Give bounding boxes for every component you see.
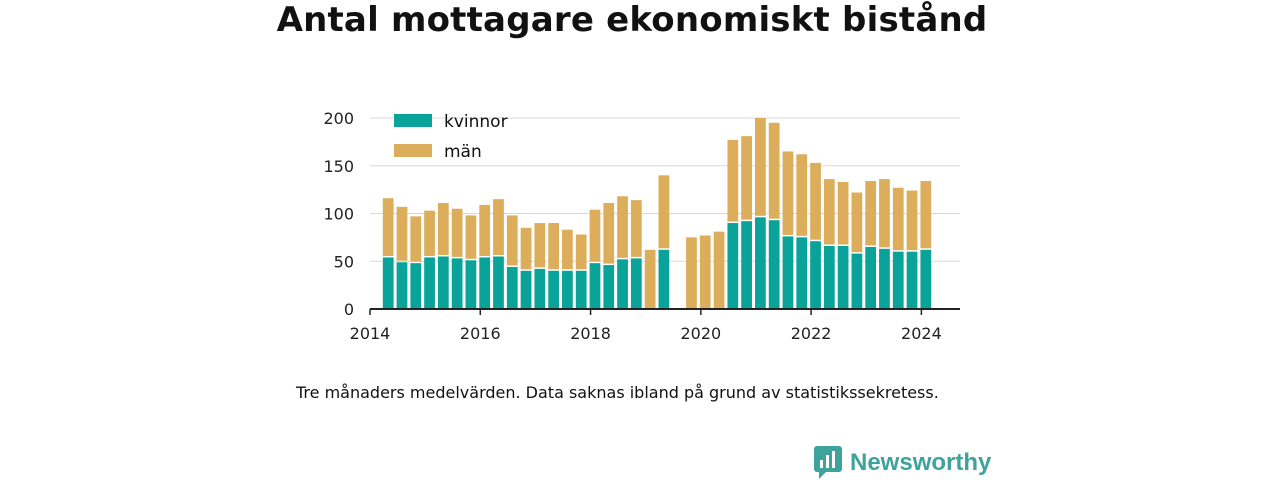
bar-kvinnor [755, 217, 766, 309]
bar-man [520, 227, 532, 270]
bar-man [686, 237, 697, 309]
y-tick-label: 0 [344, 300, 354, 319]
bar-kvinnor [589, 263, 601, 309]
bar-man [562, 229, 573, 270]
bar-kvinnor [493, 256, 504, 309]
bar-man [617, 196, 628, 258]
bar-kvinnor [534, 268, 546, 309]
logo-text: Newsworthy [850, 449, 992, 476]
bar-kvinnor [520, 270, 532, 309]
bar-man [741, 136, 752, 220]
bar-kvinnor [548, 270, 559, 309]
bar-kvinnor [617, 259, 628, 309]
bar-man [865, 181, 877, 246]
bar-man [534, 223, 546, 268]
bar-kvinnor [892, 251, 904, 309]
bar-man [920, 181, 932, 249]
x-tick-label: 2018 [570, 324, 611, 343]
bar-kvinnor [396, 262, 408, 309]
bar-kvinnor [506, 266, 518, 309]
x-tick-label: 2020 [680, 324, 721, 343]
bar-man [382, 198, 394, 256]
legend: kvinnor män [394, 112, 508, 162]
bar-man [851, 192, 863, 253]
bar-chart: 0 50 100 150 200 2014 2016 2018 2020 2022 2024 kv… [323, 109, 960, 343]
bar-kvinnor [465, 260, 477, 309]
bar-man [823, 179, 835, 245]
newsworthy-logo: Newsworthy [814, 446, 991, 480]
chart-title: Antal mottagare ekonomiskt bistånd [276, 0, 988, 40]
bar-man [892, 187, 904, 251]
bar-man [755, 118, 766, 216]
bar-man [437, 202, 449, 255]
bar-man [644, 249, 656, 309]
bar-man [810, 162, 821, 240]
legend-swatch-kvinnor [394, 114, 432, 127]
bar-man [548, 223, 559, 270]
bar-man [768, 122, 780, 219]
bar-kvinnor [562, 270, 573, 309]
bar-kvinnor [879, 248, 890, 309]
bar-kvinnor [437, 256, 449, 309]
bar-kvinnor [382, 257, 394, 309]
bar-kvinnor [630, 258, 642, 309]
bar-kvinnor [865, 246, 877, 309]
x-tick-label: 2024 [901, 324, 942, 343]
legend-label-kvinnor: kvinnor [444, 112, 508, 132]
bar-man [465, 215, 477, 259]
bar-man [493, 199, 504, 255]
bar-man [424, 210, 435, 256]
bars [382, 118, 932, 309]
x-tick-label: 2022 [791, 324, 832, 343]
bar-man [796, 154, 808, 236]
chart-footnote: Tre månaders medelvärden. Data saknas ib… [296, 383, 939, 402]
bar-kvinnor [451, 258, 463, 309]
legend-swatch-man [394, 144, 432, 157]
bar-kvinnor [658, 249, 670, 309]
x-axis-ticks: 2014 2016 2018 2020 2022 2024 [350, 309, 942, 343]
bar-kvinnor [810, 241, 821, 309]
y-tick-label: 100 [323, 205, 354, 224]
y-tick-label: 200 [323, 109, 354, 128]
chart-speech-bubble-icon [814, 446, 842, 479]
bar-kvinnor [603, 265, 615, 309]
legend-label-man: män [444, 142, 482, 162]
bar-man [630, 200, 642, 257]
bar-kvinnor [920, 249, 932, 309]
bar-kvinnor [796, 237, 808, 309]
bar-man [658, 175, 670, 249]
x-tick-label: 2016 [460, 324, 501, 343]
bar-man [479, 204, 491, 256]
bar-man [906, 190, 918, 251]
bar-kvinnor [906, 251, 918, 309]
bar-kvinnor [575, 270, 587, 309]
bar-kvinnor [410, 263, 422, 309]
bar-man [782, 151, 794, 235]
bar-kvinnor [768, 220, 780, 309]
y-tick-label: 150 [323, 157, 354, 176]
bar-kvinnor [837, 245, 849, 309]
bar-kvinnor [741, 221, 752, 309]
y-tick-label: 50 [334, 252, 354, 271]
bar-man [699, 235, 711, 309]
bar-man [603, 202, 615, 264]
bar-man [575, 234, 587, 270]
bar-man [396, 206, 408, 261]
bar-man [727, 139, 739, 222]
bar-man [410, 216, 422, 262]
bar-man [713, 231, 725, 309]
bar-kvinnor [479, 257, 491, 309]
bar-man [589, 209, 601, 262]
bar-kvinnor [727, 223, 739, 309]
x-tick-label: 2014 [350, 324, 391, 343]
y-axis-ticks: 0 50 100 150 200 [323, 109, 354, 319]
bar-man [879, 179, 890, 248]
bar-kvinnor [823, 245, 835, 309]
bar-kvinnor [782, 236, 794, 309]
bar-kvinnor [424, 257, 435, 309]
bar-kvinnor [851, 253, 863, 309]
bar-man [837, 181, 849, 245]
bar-man [506, 215, 518, 266]
bar-man [451, 208, 463, 257]
